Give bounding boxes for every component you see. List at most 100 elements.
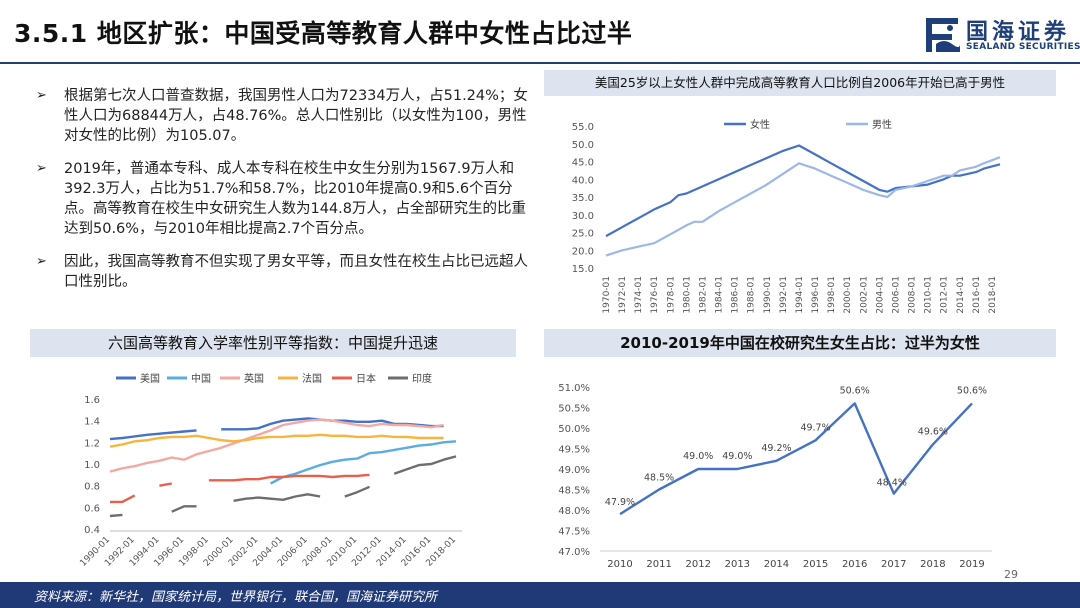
y-tick-label: 50.0: [572, 140, 594, 151]
series-line-日本: [159, 482, 173, 487]
bullet-item: ➢ 因此，我国高等教育不但实现了男女平等，而且女性在校生占比已远超人口性别比。: [36, 252, 536, 292]
chart1-title: 美国25岁以上女性人群中完成高等教育人口比例自2006年开始已高于男性: [544, 70, 1056, 96]
header-rule: [0, 62, 1080, 64]
y-tick-label: 47.5%: [558, 527, 590, 538]
chart-china-grad-female: 47.0% 47.5% 48.0% 48.5% 49.0% 49.5% 50.0% 50.5%…: [558, 383, 992, 570]
x-tick-label: 2018: [920, 559, 945, 570]
x-tick-label: 2016: [842, 559, 867, 570]
x-tick-label: 1976-01: [650, 276, 660, 314]
bullet-list: ➢ 根据第七次人口普查数据，我国男性人口为72334万人，占51.24%；女性人…: [36, 86, 536, 305]
data-label: 49.0%: [683, 451, 713, 462]
x-tick-label: 1982-01: [698, 276, 708, 314]
y-tick-label: 45.0: [572, 158, 594, 169]
x-tick-label: 1986-01: [731, 276, 741, 314]
series-line-美国: [109, 429, 197, 441]
chart-six-countries: 0.40.60.81.01.21.41.61990-011992-011994-…: [78, 372, 462, 569]
y-tick-label: 47.0%: [558, 547, 590, 558]
chart3-title: 2010-2019年中国在校研究生女生占比：过半为女性: [544, 329, 1056, 357]
logo-mark-icon: [926, 18, 960, 52]
series-line-男性: [605, 156, 1001, 257]
x-tick-label: 2012: [685, 559, 710, 570]
y-tick-label: 1.0: [84, 460, 100, 471]
x-tick-label: 2017: [881, 559, 906, 570]
data-label: 49.6%: [918, 426, 948, 437]
y-tick-label: 0.8: [84, 482, 100, 493]
page-title: 3.5.1 地区扩张：中国受高等教育人群中女性占比过半: [14, 19, 633, 48]
series-line-印度: [233, 493, 321, 502]
legend-label: 男性: [872, 118, 892, 131]
y-tick-label: 49.0%: [558, 465, 590, 476]
x-tick-label: 1996-01: [811, 276, 821, 314]
series-line-中国: [270, 440, 457, 485]
bullet-arrow-icon: ➢: [36, 161, 47, 176]
series-line-印度: [393, 455, 457, 475]
x-tick-label: 1998-01: [827, 276, 837, 314]
legend-label: 法国: [302, 372, 322, 385]
x-tick-label: 1992-01: [779, 276, 789, 314]
bullet-text: 2019年，普通本专科、成人本专科在校生中女生分别为1567.9万人和392.3…: [64, 161, 527, 237]
x-tick-label: 1974-01: [634, 276, 644, 314]
brand-logo: 国海证券 SEALAND SECURITIES: [922, 14, 1080, 58]
y-tick-label: 48.5%: [558, 486, 590, 497]
y-tick-label: 25.0: [572, 229, 594, 240]
data-label: 50.6%: [840, 385, 870, 396]
data-label: 49.0%: [722, 451, 752, 462]
x-tick-label: 2002-01: [859, 276, 869, 314]
x-tick-label: 1970-01: [602, 276, 612, 314]
chart2-title: 六国高等教育入学率性别平等指数：中国提升迅速: [30, 329, 516, 357]
data-label: 49.2%: [761, 443, 791, 454]
y-tick-label: 50.0%: [558, 424, 590, 435]
x-tick-label: 2013: [725, 559, 750, 570]
data-label: 48.5%: [644, 473, 674, 484]
y-tick-label: 50.5%: [558, 404, 590, 415]
y-tick-label: 1.4: [84, 417, 100, 428]
x-tick-label: 2016-01: [972, 276, 982, 314]
bullet-text: 因此，我国高等教育不但实现了男女平等，而且女性在校生占比已远超人口性别比。: [64, 254, 528, 290]
legend-label: 女性: [750, 118, 770, 131]
legend-label: 日本: [356, 372, 376, 385]
x-tick-label: 2015: [803, 559, 828, 570]
y-tick-label: 55.0: [572, 122, 594, 133]
data-label: 49.7%: [800, 422, 830, 433]
x-tick-label: 2004-01: [875, 276, 885, 314]
y-tick-label: 15.0: [572, 264, 594, 275]
x-tick-label: 2008-01: [908, 276, 918, 314]
x-tick-label: 2006-01: [891, 276, 901, 314]
y-tick-label: 51.0%: [558, 383, 590, 394]
x-tick-label: 2019: [959, 559, 984, 570]
x-tick-label: 2000-01: [843, 276, 853, 314]
bullet-arrow-icon: ➢: [36, 88, 47, 103]
y-tick-label: 30.0: [572, 211, 594, 222]
series-line-女性: [605, 144, 1001, 238]
legend-label: 印度: [412, 372, 432, 385]
y-tick-label: 40.0: [572, 175, 594, 186]
y-tick-label: 49.5%: [558, 445, 590, 456]
series-line-女生占比: [619, 402, 973, 516]
bullet-arrow-icon: ➢: [36, 254, 47, 269]
legend-label: 中国: [191, 372, 211, 385]
y-tick-label: 0.6: [84, 503, 100, 514]
bullet-item: ➢ 根据第七次人口普查数据，我国男性人口为72334万人，占51.24%；女性人…: [36, 86, 536, 146]
x-tick-label: 2018-01: [988, 276, 998, 314]
footer-source: 资料来源：新华社，国家统计局，世界银行，联合国，国海证券研究所: [34, 590, 438, 605]
data-label: 48.4%: [877, 478, 907, 489]
x-tick-label: 1984-01: [715, 276, 725, 314]
y-tick-label: 35.0: [572, 193, 594, 204]
x-tick-label: 1990-01: [763, 276, 773, 314]
series-line-日本: [208, 473, 370, 482]
x-tick-label: 2010-01: [924, 276, 934, 314]
series-line-印度: [344, 485, 370, 498]
x-tick-label: 2011: [646, 559, 671, 570]
y-tick-label: 1.2: [84, 438, 100, 449]
y-tick-label: 1.6: [84, 395, 100, 406]
legend-label: 英国: [244, 372, 264, 385]
data-label: 50.6%: [957, 385, 987, 396]
bullet-item: ➢ 2019年，普通本专科、成人本专科在校生中女生分别为1567.9万人和392…: [36, 159, 536, 239]
x-tick-label: 2012-01: [940, 276, 950, 314]
x-tick-label: 1994-01: [795, 276, 805, 314]
x-tick-label: 1978-01: [666, 276, 676, 314]
legend-label: 美国: [140, 372, 160, 385]
series-line-印度: [171, 505, 197, 513]
x-tick-label: 2014: [764, 559, 789, 570]
chart-us-education: 15.0 20.0 25.0 30.0 35.0 40.0 45.0 50.0 55.0 1970…: [572, 118, 1001, 314]
